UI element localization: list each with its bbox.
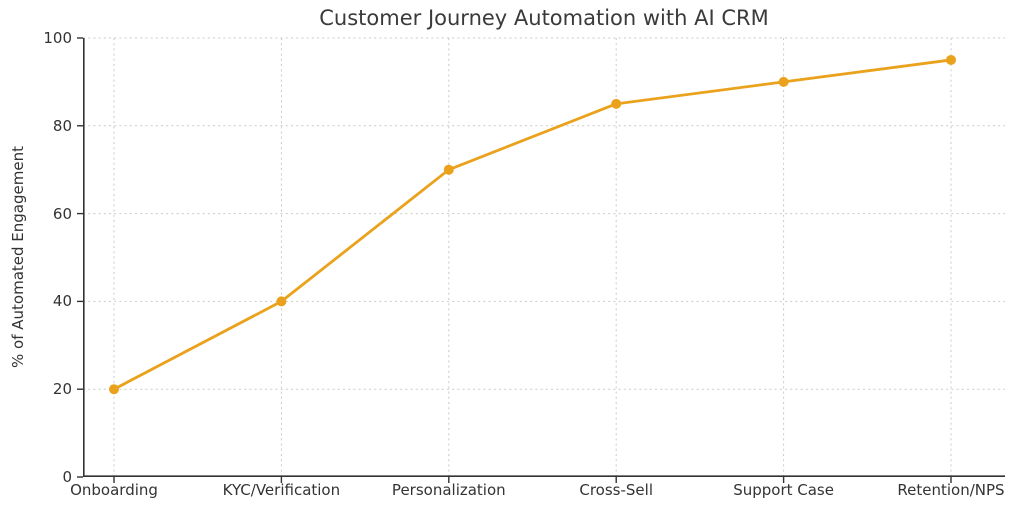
y-tick-label: 20 — [52, 380, 72, 399]
y-tick-label: 100 — [43, 29, 72, 47]
data-point-onboarding — [109, 384, 119, 395]
plot-area — [77, 37, 1005, 483]
chart-title: Customer Journey Automation with AI CRM — [319, 6, 769, 30]
x-tick-label: Personalization — [391, 481, 506, 499]
data-point-kyc-verification — [276, 296, 287, 307]
y-tick-label: 40 — [52, 292, 72, 311]
x-tick-label: Onboarding — [70, 481, 158, 499]
y-tick-label: 0 — [62, 468, 72, 486]
x-tick-label: Support Case — [733, 481, 834, 499]
line-series — [113, 58, 952, 391]
data-point-retention-nps — [946, 54, 956, 65]
x-tick-label: KYC/Verification — [222, 481, 341, 499]
x-tick-label: Cross-Sell — [579, 481, 653, 499]
x-tick-label: Retention/NPS — [897, 481, 1005, 499]
y-tick-label: 60 — [52, 204, 72, 223]
y-axis-label: % of Automated Engagement — [9, 146, 27, 368]
data-point-support-case — [778, 76, 789, 87]
y-tick-label: 80 — [52, 116, 72, 135]
data-point-cross-sell — [611, 98, 622, 109]
data-point-personalization — [443, 164, 454, 175]
